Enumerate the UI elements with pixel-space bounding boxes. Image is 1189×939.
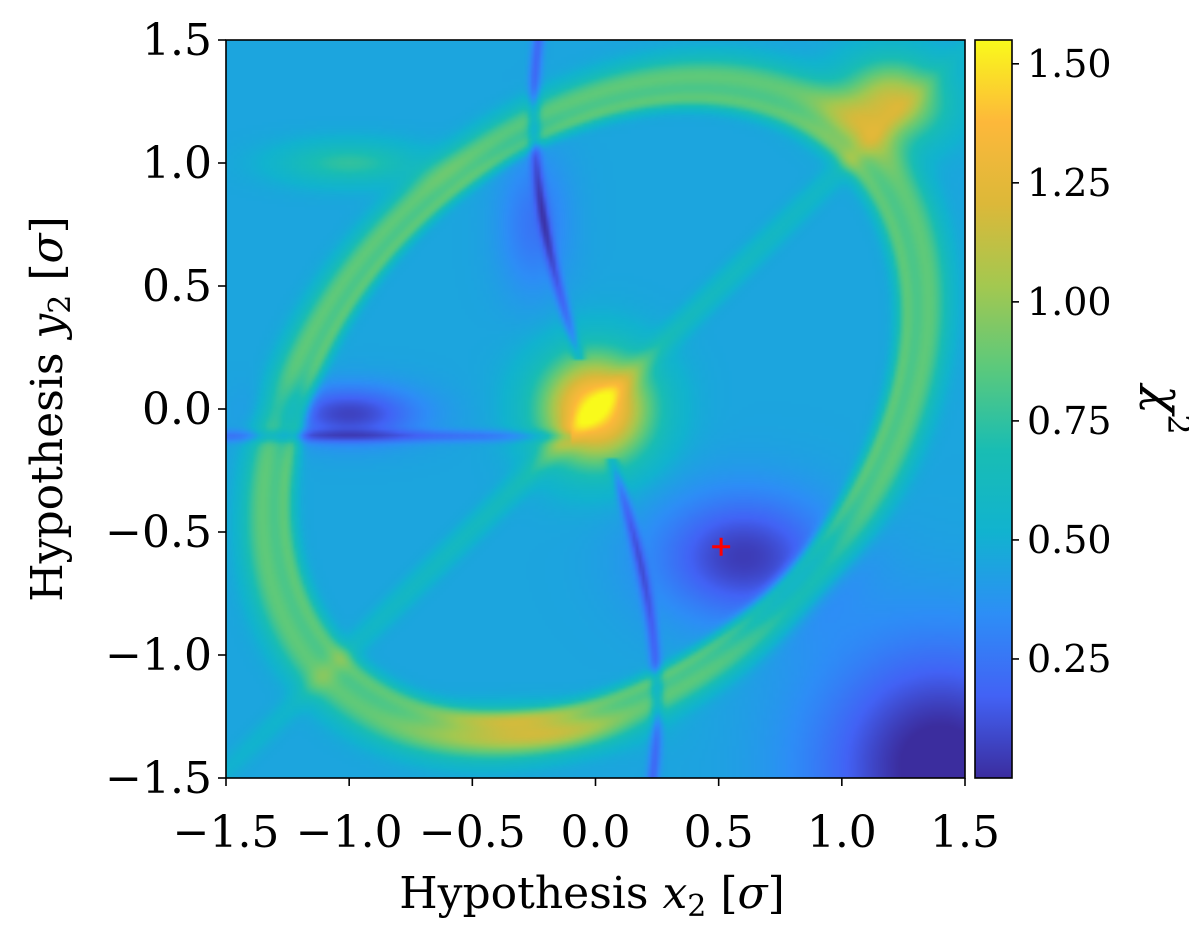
y-axis-title-close: ] — [22, 216, 73, 233]
x-axis-title-open: [ — [706, 868, 737, 919]
x-tick-label: 1.5 — [930, 807, 1000, 858]
colorbar-tick-label: 0.75 — [1027, 399, 1112, 443]
x-axis-title: Hypothesis x2 [σ] — [399, 868, 784, 924]
plot-area — [225, 39, 966, 779]
x-axis-title-var: x — [662, 868, 687, 919]
y-tick-label: 1.5 — [142, 15, 212, 66]
y-tick-label: 0.0 — [142, 384, 212, 435]
colorbar-tick-label: 1.25 — [1027, 161, 1112, 205]
colorbar-tick-label: 1.50 — [1027, 42, 1112, 86]
colorbar-title-chi: χ — [1138, 382, 1189, 417]
y-axis-title-var: y — [22, 313, 73, 341]
colorbar-gradient — [975, 40, 1012, 778]
y-axis-ticks: −1.5 −1.0 −0.5 0.0 0.5 1.0 1.5 — [105, 15, 226, 804]
colorbar: 0.25 0.50 0.75 1.00 1.25 1.50 — [974, 39, 1112, 779]
colorbar-tick-label: 1.00 — [1027, 280, 1112, 324]
x-axis-title-close: ] — [768, 868, 785, 919]
y-tick-label: 1.0 — [142, 138, 212, 189]
x-axis-ticks: −1.5 −1.0 −0.5 0.0 0.5 1.0 1.5 — [173, 778, 1000, 858]
x-axis-title-unit: σ — [738, 868, 770, 919]
y-axis-title-open: [ — [22, 263, 73, 294]
y-tick-label: −0.5 — [105, 507, 212, 558]
x-tick-label: −1.0 — [296, 807, 403, 858]
colorbar-tick-label: 0.25 — [1027, 637, 1112, 681]
y-tick-label: 0.5 — [142, 261, 212, 312]
colorbar-frame — [974, 39, 1013, 779]
y-axis-title: Hypothesis y2 [σ] — [22, 216, 78, 602]
colorbar-tick-label: 0.50 — [1027, 518, 1112, 562]
heatmap-image — [226, 40, 965, 778]
colorbar-title-sup: 2 — [1160, 414, 1189, 434]
y-tick-label: −1.5 — [105, 753, 212, 804]
y-tick-label: −1.0 — [105, 630, 212, 681]
x-tick-label: 1.0 — [807, 807, 877, 858]
x-axis-title-prefix: Hypothesis — [399, 868, 662, 919]
colorbar-ticks: 0.25 0.50 0.75 1.00 1.25 1.50 — [1012, 42, 1112, 681]
y-axis-title-unit: σ — [22, 231, 73, 263]
x-tick-label: 0.5 — [684, 807, 754, 858]
colorbar-title: χ2 — [1138, 382, 1189, 434]
x-tick-label: −0.5 — [419, 807, 526, 858]
y-axis-title-prefix: Hypothesis — [22, 339, 73, 602]
y-axis-title-sub: 2 — [43, 295, 78, 314]
best-fit-marker-layer — [712, 537, 731, 556]
x-axis-title-sub: 2 — [687, 889, 706, 924]
x-tick-label: 0.0 — [561, 807, 631, 858]
x-tick-label: −1.5 — [173, 807, 280, 858]
